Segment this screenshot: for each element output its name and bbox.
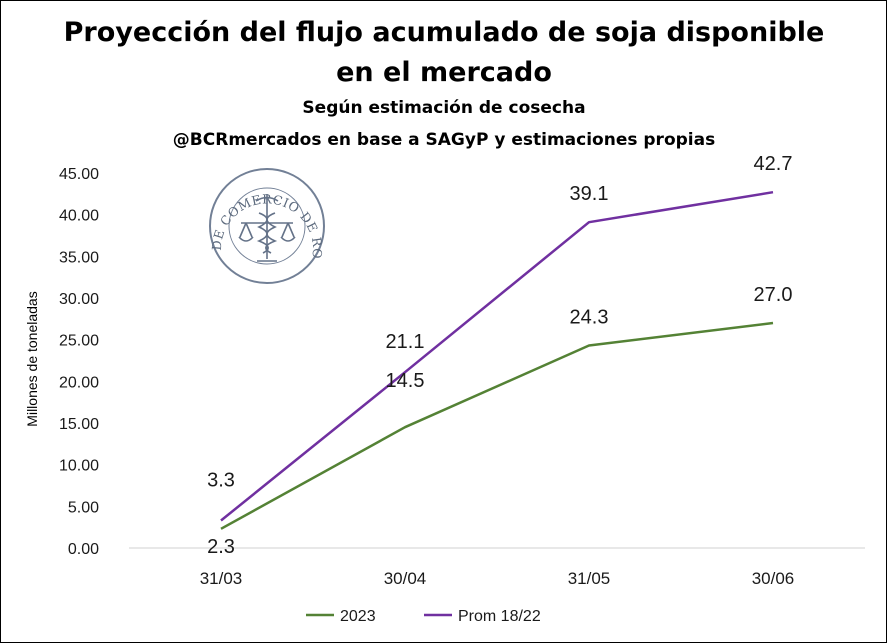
y-tick-label: 45.00 bbox=[59, 166, 99, 183]
x-tick-label: 30/06 bbox=[752, 569, 795, 588]
data-label: 14.5 bbox=[386, 370, 425, 392]
series-line-1 bbox=[220, 321, 774, 530]
y-tick-label: 40.00 bbox=[59, 208, 99, 225]
y-axis-label: Millones de toneladas bbox=[24, 291, 40, 426]
data-label: 2.3 bbox=[207, 536, 235, 558]
x-tick-label: 30/04 bbox=[384, 569, 427, 588]
legend: 2023 Prom 18/22 bbox=[306, 608, 541, 625]
legend-entry: 2023 bbox=[340, 608, 376, 625]
chart-title-line-2: en el mercado bbox=[336, 57, 552, 88]
series-line-2 bbox=[220, 190, 774, 522]
chart-subtitle-line-1: Según estimación de cosecha bbox=[302, 98, 585, 118]
x-tick-label: 31/03 bbox=[200, 569, 243, 588]
chart-title-line-1: Proyección del flujo acumulado de soja d… bbox=[64, 17, 825, 48]
legend-entry: Prom 18/22 bbox=[458, 608, 541, 625]
x-tick-labels: 31/03 30/04 31/05 30/06 bbox=[200, 569, 795, 588]
data-label: 27.0 bbox=[754, 284, 793, 306]
chart-subtitle-line-2: @BCRmercados en base a SAGyP y estimacio… bbox=[173, 130, 715, 150]
data-label: 21.1 bbox=[386, 331, 425, 353]
caduceus-scales-icon bbox=[238, 194, 296, 262]
series-lines bbox=[220, 190, 774, 530]
y-tick-label: 20.00 bbox=[59, 374, 99, 391]
x-tick-label: 31/05 bbox=[568, 569, 611, 588]
data-labels: 2.3 14.5 24.3 27.0 3.3 21.1 39.1 42.7 bbox=[207, 153, 792, 558]
y-tick-label: 25.00 bbox=[59, 333, 99, 350]
data-label: 42.7 bbox=[754, 153, 793, 175]
y-tick-label: 30.00 bbox=[59, 291, 99, 308]
y-tick-label: 10.00 bbox=[59, 458, 99, 475]
y-tick-label: 35.00 bbox=[59, 249, 99, 266]
data-label: 39.1 bbox=[570, 183, 609, 205]
data-label: 24.3 bbox=[570, 307, 609, 329]
y-tick-label: 0.00 bbox=[68, 541, 99, 558]
y-tick-label: 5.00 bbox=[68, 499, 99, 516]
y-tick-label: 15.00 bbox=[59, 416, 99, 433]
data-label: 3.3 bbox=[207, 470, 235, 492]
y-tick-labels: 0.00 5.00 10.00 15.00 20.00 25.00 30.00 35.00 40… bbox=[59, 166, 99, 558]
